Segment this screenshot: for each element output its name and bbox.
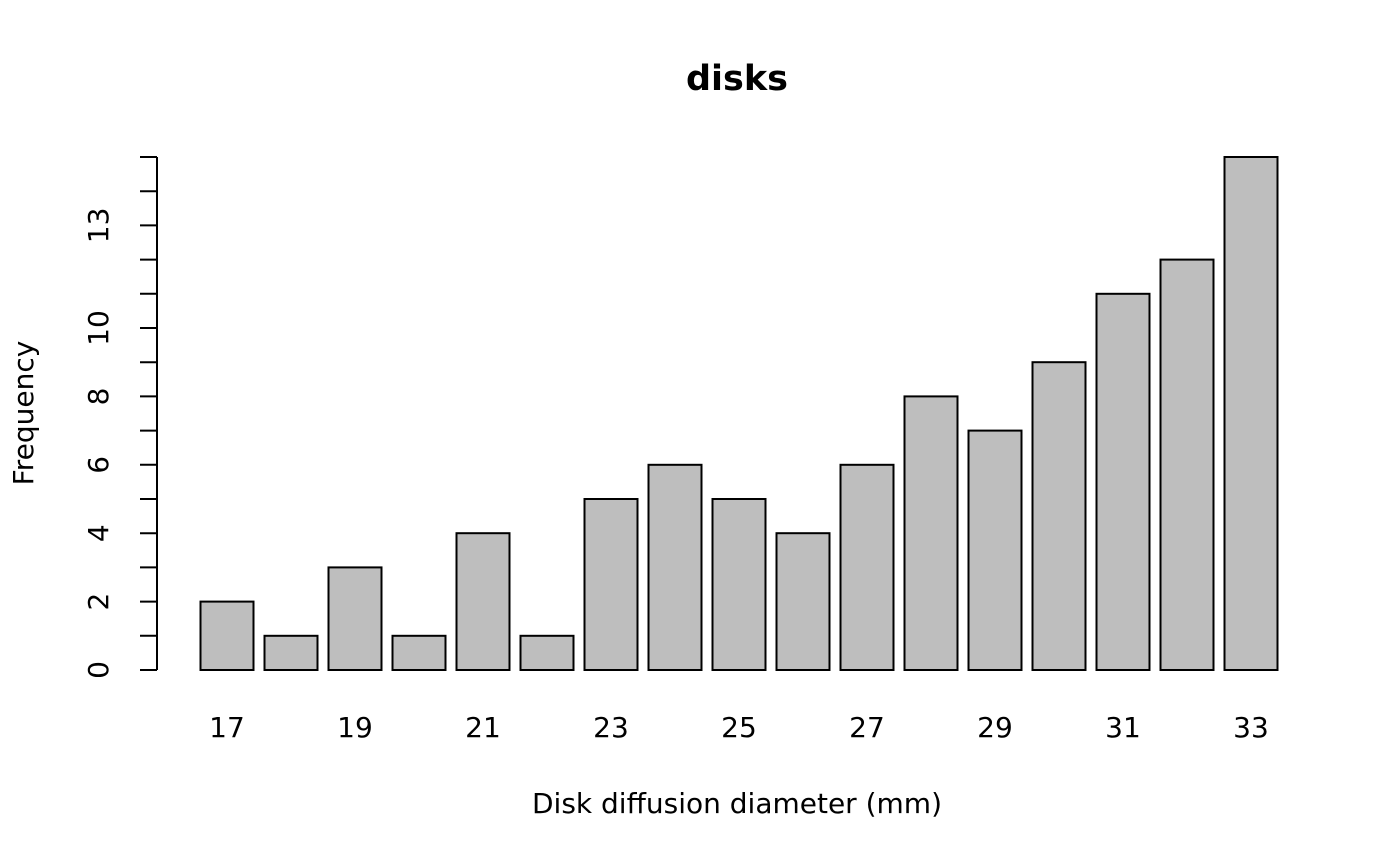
y-tick-label: 13: [82, 208, 115, 244]
bar: [711, 498, 767, 671]
x-axis-label: Disk diffusion diameter (mm): [532, 787, 942, 820]
y-axis-label: Frequency: [7, 341, 40, 486]
y-tick-label: 6: [82, 456, 115, 474]
x-tick-label: 25: [721, 711, 757, 744]
x-tick-label: 23: [593, 711, 629, 744]
bar: [967, 429, 1023, 671]
y-tick-label: 10: [82, 310, 115, 346]
y-tick-label: 2: [82, 593, 115, 611]
bar: [647, 463, 703, 671]
bar: [1095, 292, 1151, 671]
x-tick-label: 21: [465, 711, 501, 744]
bar: [775, 532, 831, 672]
x-tick-label: 31: [1105, 711, 1141, 744]
x-tick-label: 33: [1233, 711, 1269, 744]
chart-title: disks: [686, 59, 788, 99]
bar: [519, 634, 575, 671]
bar: [263, 634, 319, 671]
bar: [1223, 156, 1279, 671]
bar: [199, 600, 255, 671]
bar: [903, 395, 959, 671]
bar: [583, 498, 639, 671]
x-tick-label: 17: [209, 711, 245, 744]
y-tick-label: 4: [82, 524, 115, 542]
bar: [839, 463, 895, 671]
x-tick-label: 27: [849, 711, 885, 744]
x-tick-label: 19: [337, 711, 373, 744]
bar: [391, 634, 447, 671]
bar: [455, 532, 511, 672]
y-tick-label: 8: [82, 387, 115, 405]
bar: [1159, 258, 1215, 671]
y-tick-label: 0: [82, 661, 115, 679]
x-tick-label: 29: [977, 711, 1013, 744]
bar: [327, 566, 383, 672]
bar: [1031, 361, 1087, 671]
